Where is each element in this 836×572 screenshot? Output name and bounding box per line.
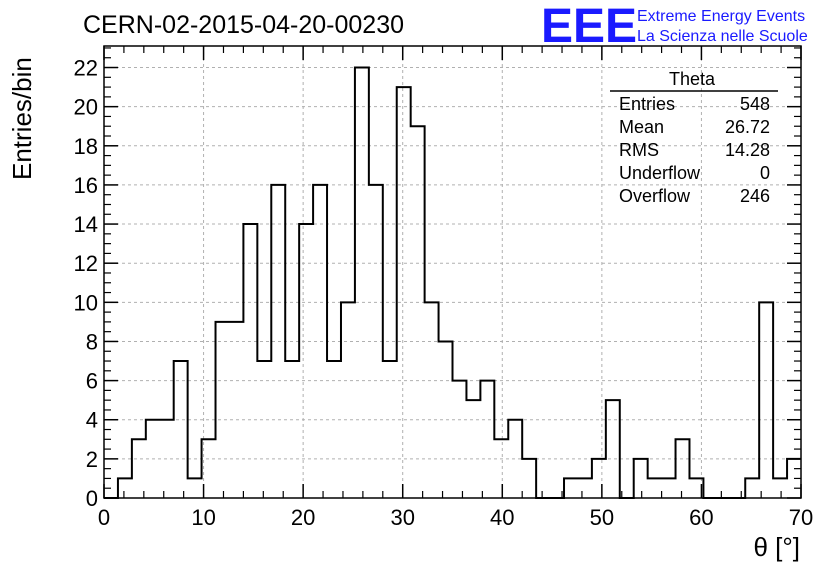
stats-row-label: Overflow [619,186,691,206]
y-tick-label: 6 [86,369,98,394]
histogram-bin [606,400,620,498]
histogram-bin [648,478,662,498]
histogram-bin [564,478,578,498]
stats-rows: Entries 548 Mean 26.72 RMS 14.28 Underflow 0 Ove… [619,94,770,206]
stats-row-label: Underflow [619,163,701,183]
histogram-bin [425,302,439,498]
x-tick-label: 70 [789,505,813,530]
histogram-bin [453,381,467,498]
y-tick-label: 14 [74,212,98,237]
logo-line-2: La Scienza nelle Scuole [637,28,808,45]
y-tick-label: 16 [74,173,98,198]
x-tick-label: 10 [191,505,215,530]
histogram-bin [411,126,425,498]
y-tick-label: 10 [74,290,98,315]
y-tick-label: 4 [86,408,98,433]
plot-frame [103,45,802,499]
y-tick-label: 22 [74,56,98,81]
stats-row-value: 548 [740,94,770,114]
histogram-bin [662,478,676,498]
stats-row-value: 14.28 [725,140,770,160]
y-axis-label: Entries/bin [7,57,37,180]
histogram-bin [355,68,369,498]
histogram-bin [466,400,480,498]
stats-box: Theta Entries 548 Mean 26.72 RMS 14.28 Underfl… [610,69,778,206]
histogram-bin [592,459,606,498]
y-tick-label: 18 [74,134,98,159]
histogram-bin [285,361,299,498]
histogram-bin [257,361,271,498]
stats-row-label: Entries [619,94,675,114]
histogram-bin [174,361,188,498]
logo-line-1: Extreme Energy Events [637,8,805,25]
y-tick-label: 12 [74,251,98,276]
histogram-bin [759,302,773,498]
histogram-bin [578,478,592,498]
chart-title: CERN-02-2015-04-20-00230 [83,11,404,39]
stats-title: Theta [669,69,716,89]
y-tick-label: 20 [74,95,98,120]
x-tick-label: 40 [490,505,514,530]
stats-row-value: 246 [740,186,770,206]
x-tick-label: 30 [390,505,414,530]
x-tick-label: 50 [590,505,614,530]
stats-row-label: RMS [619,140,659,160]
x-axis-label: θ [°] [753,532,800,562]
histogram-bin [383,361,397,498]
histogram-bin [229,322,243,498]
stats-row-value: 26.72 [725,117,770,137]
grid [104,46,801,498]
histogram-bin [132,439,146,498]
histogram-bin [341,302,355,498]
stats-row-label: Mean [619,117,664,137]
histogram-outline [104,66,801,499]
stats-row-value: 0 [760,163,770,183]
histogram-bin [327,361,341,498]
histogram-bin [494,439,508,498]
y-tick-label: 8 [86,329,98,354]
x-tick-label: 60 [689,505,713,530]
histogram-bin [397,87,411,498]
histogram-bin [745,478,759,498]
histogram-bin [522,459,536,498]
y-tick-label: 2 [86,447,98,472]
histogram-bin [634,459,648,498]
histogram-bin [243,224,257,498]
eee-logo: EEE Extreme Energy Events La Scienza nel… [541,0,808,53]
histogram-bin [118,478,132,498]
y-tick-label: 0 [86,486,98,511]
x-tick-label: 0 [98,505,110,530]
axis-ticks [103,46,802,499]
histogram-bin [676,439,690,498]
histogram-bin [480,381,494,498]
logo-mark: EEE [541,0,637,53]
histogram-bin [216,322,230,498]
histogram-bin [188,478,202,498]
x-tick-label: 20 [291,505,315,530]
histogram-bin [299,224,313,498]
histogram-series [104,66,801,499]
histogram-bin [773,478,787,498]
